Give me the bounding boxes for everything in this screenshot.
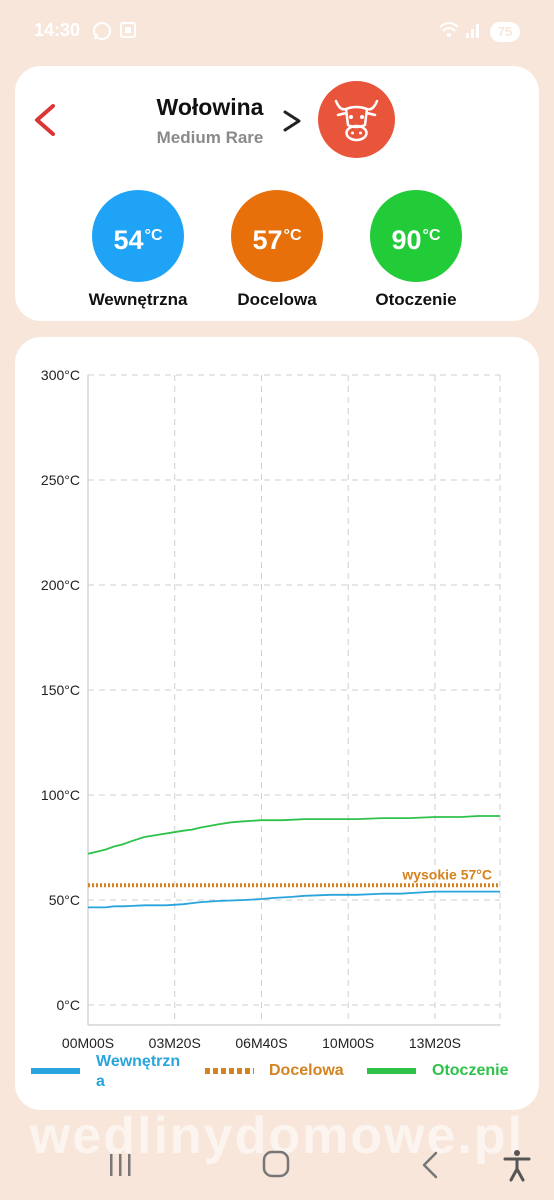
header-card: Wołowina Medium Rare 54°C Wewnętrzna 57°… [15, 66, 539, 321]
target-annotation: wysokie 57°C [401, 866, 492, 882]
temp-ambient-unit: °C [422, 227, 441, 244]
battery-icon: 75 [490, 22, 520, 42]
legend-item-ambient[interactable]: Otoczenie [367, 1050, 527, 1090]
legend-label-target: Docelowa [269, 1062, 344, 1079]
temp-target-value: 57 [252, 225, 283, 255]
status-time: 14:30 [34, 20, 81, 40]
legend-swatch-internal [31, 1068, 80, 1074]
temp-ambient-circle: 90°C [370, 190, 462, 282]
signal-icon [462, 21, 482, 41]
temp-target: 57°C Docelowa [212, 190, 342, 310]
legend-label-internal: Wewnętrzn [96, 1053, 181, 1070]
x-tick-label: 13M20S [409, 1035, 461, 1051]
legend-swatch-ambient [367, 1068, 416, 1074]
temp-internal-circle: 54°C [92, 190, 184, 282]
temp-internal-value: 54 [113, 225, 144, 255]
series-line-ambient [87, 815, 500, 855]
legend-label-internal-line2: a [96, 1073, 105, 1090]
home-icon [262, 1150, 290, 1178]
back-button[interactable] [31, 98, 59, 142]
x-tick-label: 10M00S [322, 1035, 374, 1051]
recent-apps-icon [110, 1154, 131, 1176]
temp-target-label: Docelowa [237, 290, 317, 309]
whatsapp-icon [92, 21, 112, 41]
x-tick-label: 06M40S [235, 1035, 287, 1051]
y-tick-label: 250°C [41, 472, 80, 488]
home-button[interactable] [256, 1148, 296, 1182]
y-tick-label: 150°C [41, 682, 80, 698]
temp-ambient-value: 90 [391, 225, 422, 255]
temp-target-unit: °C [283, 227, 302, 244]
y-tick-label: 100°C [41, 787, 80, 803]
legend-swatch-target [205, 1068, 254, 1074]
recipe-title: Wołowina [156, 94, 264, 120]
y-tick-label: 300°C [41, 367, 80, 383]
cow-head-icon [334, 99, 379, 142]
chart-card: 0°C 50°C 100°C 150°C 200°C 250°C 300°C 00M00S 03… [15, 337, 539, 1110]
recipe-doneness: Medium Rare [156, 128, 264, 147]
temp-internal-unit: °C [144, 227, 163, 244]
wifi-icon [438, 21, 459, 41]
status-bar: 14:30 75 [0, 0, 554, 64]
y-tick-label: 50°C [49, 892, 80, 908]
legend-item-target[interactable]: Docelowa [205, 1050, 355, 1090]
y-tick-label: 0°C [57, 997, 81, 1013]
temp-ambient-label: Otoczenie [375, 290, 457, 309]
temp-internal-label: Wewnętrzna [88, 290, 188, 309]
temp-ambient: 90°C Otoczenie [351, 190, 481, 310]
recent-apps-button[interactable] [100, 1148, 140, 1182]
temp-internal: 54°C Wewnętrzna [73, 190, 203, 310]
y-tick-label: 200°C [41, 577, 80, 593]
back-nav-button[interactable] [412, 1148, 452, 1182]
system-nav-bar [0, 1130, 554, 1200]
legend-item-internal[interactable]: Wewnętrzn a [31, 1050, 201, 1090]
legend-label-ambient: Otoczenie [432, 1062, 509, 1079]
chevron-right-icon [283, 110, 301, 132]
temperature-chart[interactable]: 0°C 50°C 100°C 150°C 200°C 250°C 300°C 00M00S 03… [15, 337, 539, 1110]
accessibility-button[interactable] [497, 1148, 537, 1182]
meat-type-badge[interactable] [318, 81, 395, 158]
temp-target-circle: 57°C [231, 190, 323, 282]
series-line-internal [88, 890, 500, 909]
next-button[interactable] [280, 104, 304, 138]
x-tick-label: 03M20S [149, 1035, 201, 1051]
x-tick-label: 00M00S [62, 1035, 114, 1051]
back-icon [422, 1151, 438, 1179]
chevron-left-icon [35, 104, 55, 136]
screenshot-icon [118, 21, 138, 41]
accessibility-icon [503, 1150, 531, 1182]
